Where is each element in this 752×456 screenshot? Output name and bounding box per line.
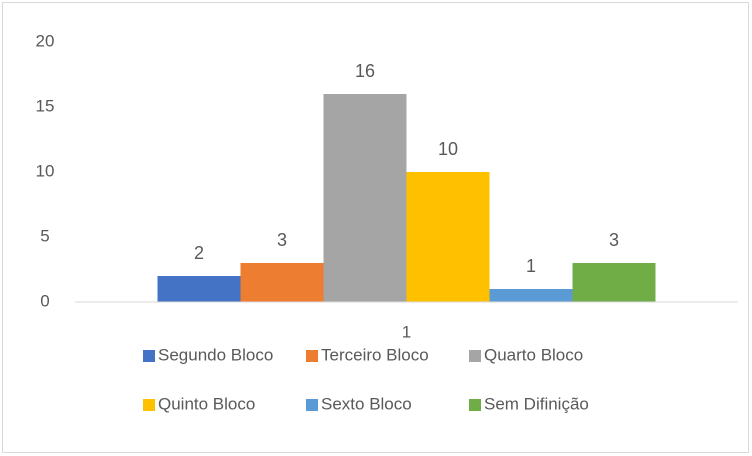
legend-swatch [469, 350, 481, 362]
x-tick-label: 1 [402, 322, 411, 341]
legend-label: Sexto Bloco [321, 394, 412, 413]
data-label: 1 [526, 256, 536, 276]
data-label: 2 [194, 243, 204, 263]
legend-swatch [469, 399, 481, 411]
legend-label: Segundo Bloco [158, 345, 273, 364]
bar [489, 289, 573, 302]
bar [323, 94, 407, 302]
legend-label: Quinto Bloco [158, 394, 255, 413]
data-label: 16 [355, 61, 375, 81]
bar [157, 276, 241, 302]
legend-swatch [306, 350, 318, 362]
legend-swatch [143, 399, 155, 411]
legend-label: Quarto Bloco [484, 345, 583, 364]
data-label: 3 [277, 230, 287, 250]
legend-swatch [143, 350, 155, 362]
legend-label: Terceiro Bloco [321, 345, 429, 364]
legend-label: Sem Difinição [484, 394, 589, 413]
bar [406, 172, 490, 302]
y-tick-label: 10 [36, 161, 55, 180]
bar [572, 263, 656, 302]
y-tick-label: 0 [40, 291, 49, 310]
data-label: 3 [609, 230, 619, 250]
y-tick-label: 5 [40, 226, 49, 245]
y-tick-label: 20 [36, 31, 55, 50]
legend-swatch [306, 399, 318, 411]
data-label: 10 [438, 139, 458, 159]
bar [240, 263, 324, 302]
y-tick-label: 15 [36, 96, 55, 115]
